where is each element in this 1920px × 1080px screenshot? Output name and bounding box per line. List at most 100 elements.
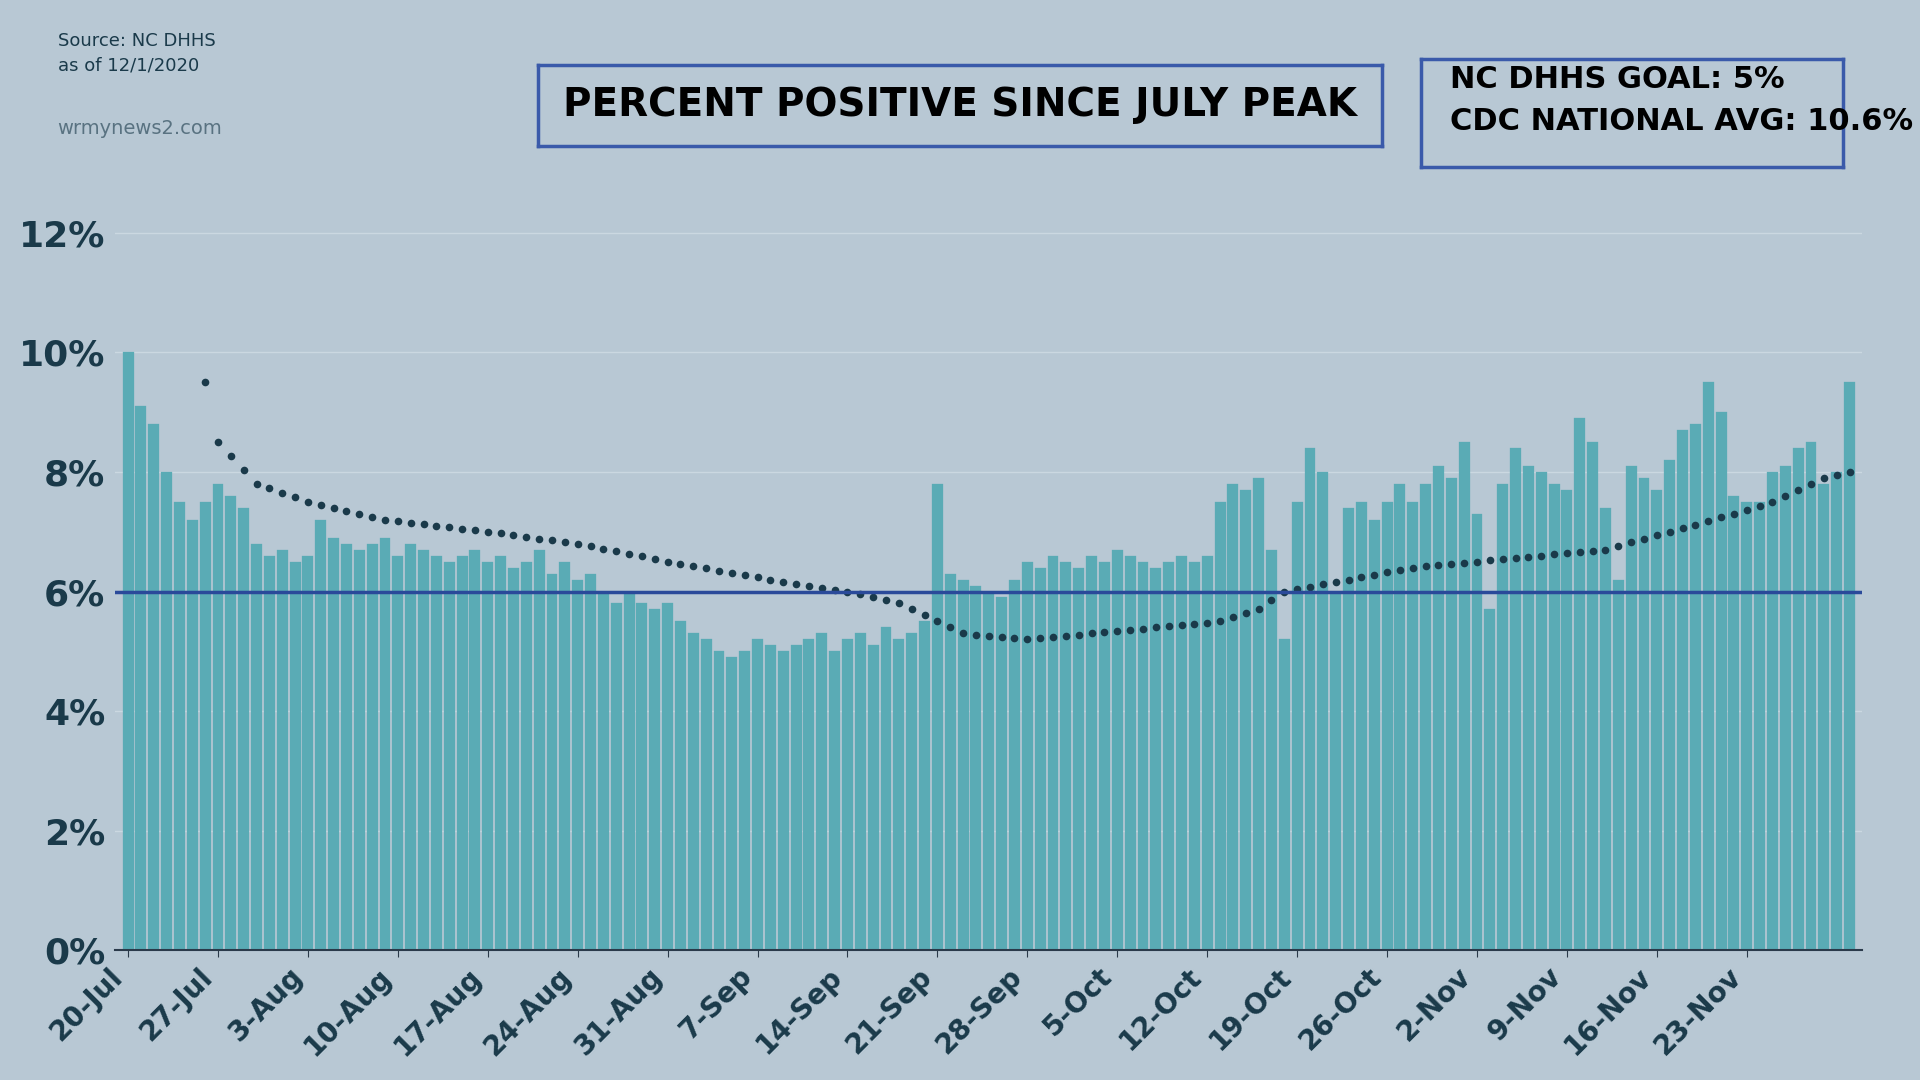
Bar <box>1060 562 1071 950</box>
Bar <box>1125 555 1135 950</box>
Bar <box>1536 472 1548 950</box>
Bar <box>1382 502 1392 950</box>
Bar <box>534 550 545 950</box>
Bar <box>1459 442 1469 950</box>
Bar <box>1626 465 1636 950</box>
Bar <box>1177 555 1187 950</box>
Bar <box>803 639 814 950</box>
Bar <box>970 585 981 950</box>
Bar <box>1407 502 1419 950</box>
Bar <box>148 424 159 950</box>
Bar <box>380 538 390 950</box>
Bar <box>1394 484 1405 950</box>
Bar <box>572 580 584 950</box>
Bar <box>996 597 1008 950</box>
Bar <box>1509 448 1521 950</box>
Bar <box>161 472 173 950</box>
Bar <box>1755 502 1764 950</box>
Bar <box>419 550 428 950</box>
Bar <box>893 639 904 950</box>
Bar <box>676 621 685 950</box>
Bar <box>1498 484 1507 950</box>
Bar <box>1793 448 1803 950</box>
Bar <box>1356 502 1367 950</box>
Bar <box>1254 477 1263 950</box>
Bar <box>1331 592 1342 950</box>
Bar <box>1137 562 1148 950</box>
Bar <box>1021 562 1033 950</box>
Bar <box>739 651 751 950</box>
Bar <box>482 562 493 950</box>
Bar <box>1421 484 1430 950</box>
Bar <box>457 555 468 950</box>
Bar <box>854 633 866 950</box>
Bar <box>559 562 570 950</box>
Bar <box>213 484 223 950</box>
Bar <box>238 508 250 950</box>
Bar <box>136 406 146 950</box>
Bar <box>1048 555 1058 950</box>
Bar <box>829 651 841 950</box>
Bar <box>687 633 699 950</box>
Bar <box>1227 484 1238 950</box>
Bar <box>920 621 929 950</box>
Bar <box>1073 568 1085 950</box>
Bar <box>931 484 943 950</box>
Bar <box>263 555 275 950</box>
Bar <box>430 555 442 950</box>
Bar <box>200 502 211 950</box>
Bar <box>328 538 340 950</box>
Bar <box>764 646 776 950</box>
Bar <box>315 519 326 950</box>
Bar <box>726 658 737 950</box>
Bar <box>701 639 712 950</box>
Bar <box>843 639 852 950</box>
Text: wrmynews2.com: wrmynews2.com <box>58 119 223 138</box>
Bar <box>1549 484 1559 950</box>
Bar <box>290 562 301 950</box>
Bar <box>1651 490 1663 950</box>
Bar <box>1471 514 1482 950</box>
Bar <box>123 352 134 950</box>
Bar <box>983 592 995 950</box>
Bar <box>1613 580 1624 950</box>
Bar <box>1215 502 1225 950</box>
Bar <box>1344 508 1354 950</box>
Bar <box>1574 418 1586 950</box>
Bar <box>1703 382 1715 950</box>
Bar <box>303 555 313 950</box>
Bar <box>1432 465 1444 950</box>
Text: PERCENT POSITIVE SINCE JULY PEAK: PERCENT POSITIVE SINCE JULY PEAK <box>563 86 1357 124</box>
Bar <box>1202 555 1213 950</box>
Bar <box>342 543 351 950</box>
Bar <box>906 633 918 950</box>
Bar <box>1728 496 1740 950</box>
Bar <box>816 633 828 950</box>
Bar <box>276 550 288 950</box>
Bar <box>791 646 801 950</box>
Bar <box>1484 609 1496 950</box>
Bar <box>1716 413 1726 950</box>
Bar <box>881 627 891 950</box>
Bar <box>509 568 518 950</box>
Bar <box>1188 562 1200 950</box>
Bar <box>945 573 956 950</box>
Bar <box>1240 490 1252 950</box>
Bar <box>1766 472 1778 950</box>
Bar <box>1690 424 1701 950</box>
Bar <box>353 550 365 950</box>
Bar <box>175 502 184 950</box>
Bar <box>611 604 622 950</box>
Bar <box>252 543 261 950</box>
Bar <box>520 562 532 950</box>
Bar <box>1665 460 1674 950</box>
Bar <box>1369 519 1380 950</box>
Bar <box>868 646 879 950</box>
Bar <box>1843 382 1855 950</box>
Bar <box>649 609 660 950</box>
Bar <box>367 543 378 950</box>
Bar <box>1676 430 1688 950</box>
Bar <box>1035 568 1046 950</box>
Bar <box>1741 502 1753 950</box>
Text: NC DHHS GOAL: 5%
CDC NATIONAL AVG: 10.6%: NC DHHS GOAL: 5% CDC NATIONAL AVG: 10.6% <box>1450 65 1914 136</box>
